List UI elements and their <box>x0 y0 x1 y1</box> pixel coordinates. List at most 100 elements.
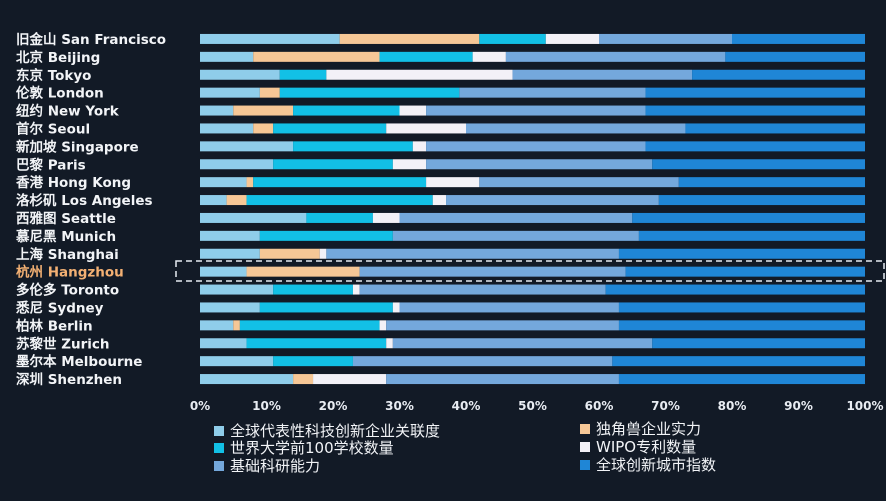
bar-segment <box>645 87 865 98</box>
bar-segment <box>432 195 447 206</box>
bar-segment <box>200 248 260 259</box>
bar-segment <box>645 105 865 116</box>
x-tick-label: 0% <box>190 399 210 413</box>
legend-swatch <box>214 461 224 471</box>
bar-segment <box>293 105 400 116</box>
bar-segment <box>386 320 619 331</box>
bar-segment <box>359 284 606 295</box>
bar-segment <box>293 141 413 152</box>
city-label: 杭州 Hangzhou <box>16 264 124 281</box>
bar-segment <box>732 33 865 44</box>
bar-segment <box>459 87 646 98</box>
bar-segment <box>200 51 254 62</box>
city-label: 多伦多 Toronto <box>16 282 119 299</box>
bar-segment <box>399 302 619 313</box>
bar-segment <box>479 33 546 44</box>
bar-segment <box>426 141 646 152</box>
bar-segment <box>246 338 387 349</box>
bar-segment <box>545 33 599 44</box>
x-tick-label: 50% <box>518 399 547 413</box>
city-label: 东京 Tokyo <box>16 67 91 84</box>
bar-segment <box>246 195 433 206</box>
bar-segment <box>200 374 294 385</box>
legend-label: 基础科研能力 <box>230 457 320 475</box>
bar-segment <box>226 195 247 206</box>
bar-segment <box>652 159 865 170</box>
bar-segment <box>612 356 865 367</box>
bar-segment <box>200 320 234 331</box>
bar-segment <box>446 195 659 206</box>
bar-segment <box>200 338 247 349</box>
bar-segment <box>658 195 865 206</box>
city-label: 慕尼黑 Munich <box>15 228 116 245</box>
legend-label: 全球代表性科技创新企业关联度 <box>230 422 440 440</box>
bar-segment <box>259 248 320 259</box>
bar-segment <box>200 266 247 277</box>
city-label: 深圳 Shenzhen <box>16 371 122 388</box>
bar-segment <box>200 356 274 367</box>
bar-segment <box>200 284 274 295</box>
city-label: 旧金山 San Francisco <box>16 31 166 48</box>
bar-segment <box>233 320 240 331</box>
x-tick-label: 30% <box>385 399 414 413</box>
bar-segment <box>725 51 865 62</box>
city-label: 香港 Hong Kong <box>15 174 131 191</box>
bar-segment <box>200 212 307 223</box>
bar-segment <box>273 284 353 295</box>
city-label: 北京 Beijing <box>16 49 100 66</box>
bar-segment <box>306 212 373 223</box>
x-tick-label: 10% <box>252 399 281 413</box>
bar-segment <box>618 374 865 385</box>
x-tick-label: 60% <box>585 399 614 413</box>
bar-segment <box>239 320 380 331</box>
bar-segment <box>379 51 473 62</box>
legend-label: WIPO专利数量 <box>596 438 696 456</box>
bar-segment <box>273 123 387 134</box>
bar-segment <box>352 356 613 367</box>
bar-segment <box>352 284 360 295</box>
city-label: 苏黎世 Zurich <box>16 335 110 352</box>
city-label: 西雅图 Seattle <box>16 210 116 227</box>
bar-segment <box>359 266 626 277</box>
bar-segment <box>472 51 506 62</box>
bar-segment <box>505 51 726 62</box>
bar-segment <box>426 105 646 116</box>
bar-segment <box>259 87 280 98</box>
x-tick-label: 20% <box>319 399 348 413</box>
bar-area <box>200 33 865 385</box>
city-label: 巴黎 Paris <box>16 156 86 173</box>
legend-swatch <box>580 460 590 470</box>
bar-segment <box>386 123 466 134</box>
bar-segment <box>200 105 234 116</box>
bar-segment <box>379 320 387 331</box>
bar-segment <box>200 141 294 152</box>
bar-segment <box>399 212 633 223</box>
bar-segment <box>279 87 460 98</box>
bar-segment <box>339 33 480 44</box>
bar-segment <box>618 248 865 259</box>
city-label: 墨尔本 Melbourne <box>16 353 142 370</box>
city-label: 新加坡 Singapore <box>16 138 139 155</box>
bar-segment <box>632 212 865 223</box>
bar-segment <box>652 338 865 349</box>
bar-segment <box>200 87 260 98</box>
bar-segment <box>273 159 393 170</box>
legend-label: 全球创新城市指数 <box>596 456 716 474</box>
bar-segment <box>466 123 686 134</box>
bar-segment <box>625 266 865 277</box>
bar-segment <box>326 69 513 80</box>
bar-segment <box>200 159 274 170</box>
bar-segment <box>313 374 387 385</box>
bar-segment <box>426 159 653 170</box>
bar-segment <box>200 195 227 206</box>
legend-label: 独角兽企业实力 <box>596 420 701 438</box>
legend-swatch <box>580 424 590 434</box>
bar-segment <box>253 177 427 188</box>
bar-segment <box>386 338 393 349</box>
bar-segment <box>678 177 865 188</box>
bar-segment <box>386 374 619 385</box>
bar-segment <box>692 69 865 80</box>
bar-segment <box>259 230 393 241</box>
